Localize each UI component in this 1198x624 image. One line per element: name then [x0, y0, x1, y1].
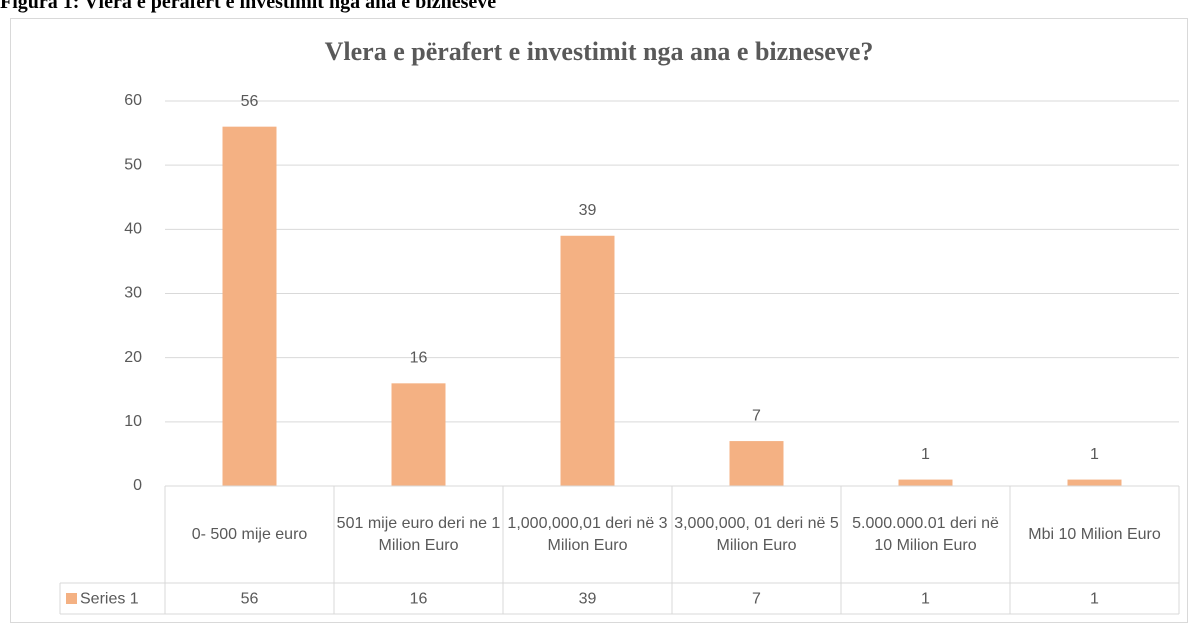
x-tick-label-box: 0- 500 mije euro: [191, 525, 308, 543]
chart-title: Vlera e përafert e investimit nga ana e …: [325, 37, 874, 66]
table-value: 1: [921, 591, 930, 608]
x-tick-label: 1,000,000,01 deri në 3 Milion Euro: [507, 514, 668, 554]
y-tick-label: 0: [133, 477, 142, 494]
x-tick-label: Mbi 10 Milion Euro: [1028, 525, 1161, 543]
x-tick-label: 3,000,000, 01 deri në 5 Milion Euro: [674, 514, 839, 554]
y-tick-label: 30: [124, 285, 142, 302]
bar: [1067, 479, 1122, 486]
y-tick-label: 60: [124, 92, 142, 109]
x-tick-label-box: 3,000,000, 01 deri në 5 Milion Euro: [674, 514, 839, 554]
figure-caption: Figura 1: Vlera e përafert e investimit …: [0, 0, 496, 13]
bar: [898, 479, 953, 486]
x-tick-label: 501 mije euro deri ne 1 Milion Euro: [336, 514, 501, 554]
bar: [560, 235, 615, 486]
y-tick-label: 10: [124, 413, 142, 430]
y-tick-label: 50: [124, 156, 142, 173]
x-tick-label-box: Mbi 10 Milion Euro: [1028, 525, 1161, 543]
data-label: 56: [241, 93, 259, 110]
x-tick-label-box: 501 mije euro deri ne 1 Milion Euro: [336, 514, 501, 554]
x-tick-label-box: 5.000.000.01 deri në 10 Milion Euro: [852, 514, 999, 554]
x-tick-label: 0- 500 mije euro: [191, 525, 308, 543]
table-value: 39: [579, 591, 597, 608]
data-label: 1: [921, 446, 930, 463]
data-label: 7: [752, 407, 761, 424]
y-tick-label: 20: [124, 349, 142, 366]
data-label: 16: [410, 350, 428, 367]
legend-swatch: [66, 593, 77, 604]
table-value: 1: [1090, 591, 1099, 608]
table-value: 16: [410, 591, 428, 608]
chart-frame: [10, 18, 1188, 623]
data-label: 1: [1090, 446, 1099, 463]
bar: [729, 441, 784, 486]
data-label: 39: [579, 202, 597, 219]
bar: [222, 126, 277, 487]
table-value: 56: [241, 591, 259, 608]
x-tick-label: 5.000.000.01 deri në 10 Milion Euro: [852, 514, 999, 554]
bar: [391, 383, 446, 486]
legend-label: Series 1: [80, 591, 139, 608]
table-value: 7: [752, 591, 761, 608]
y-tick-label: 40: [124, 221, 142, 238]
x-tick-label-box: 1,000,000,01 deri në 3 Milion Euro: [507, 514, 668, 554]
